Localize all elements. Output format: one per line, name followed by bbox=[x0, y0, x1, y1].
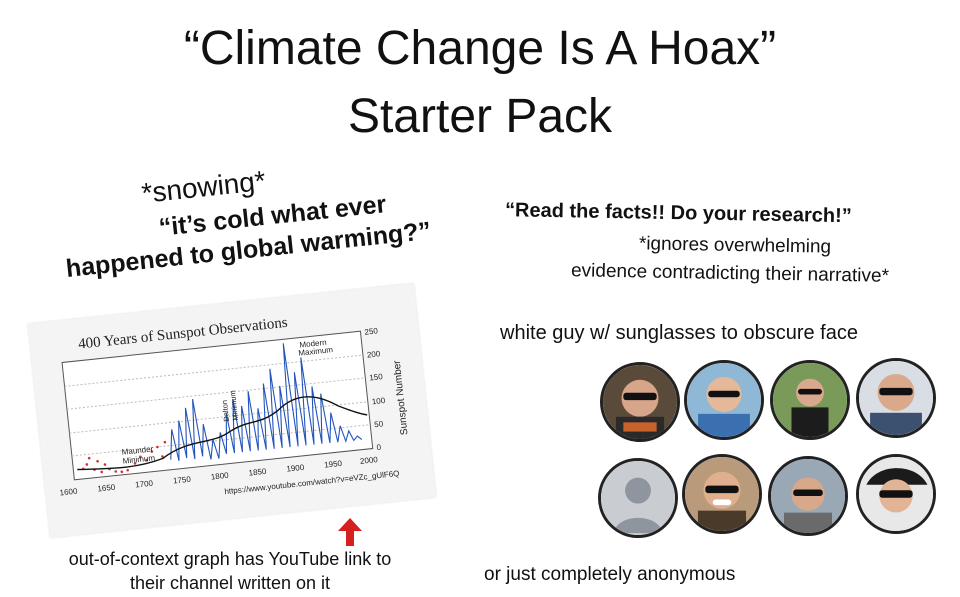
dalton-label-1: Dalton bbox=[220, 400, 231, 423]
svg-text:50: 50 bbox=[374, 419, 384, 429]
avatar-sunglasses-7 bbox=[856, 454, 936, 534]
avatar-sunglasses-4 bbox=[856, 358, 936, 438]
svg-text:150: 150 bbox=[369, 372, 384, 382]
modern-label-1: Modern bbox=[299, 338, 327, 350]
meme-title-line1: “Climate Change Is A Hoax” bbox=[183, 22, 777, 75]
meme-title-line2: Starter Pack bbox=[347, 90, 613, 143]
graph-ylabel: Sunspot Number bbox=[392, 359, 411, 435]
maunder-label-1: Maunder bbox=[121, 444, 154, 456]
svg-text:100: 100 bbox=[371, 396, 386, 406]
svg-text:2000: 2000 bbox=[360, 455, 379, 466]
graph-caption-line1: out-of-context graph has YouTube link to bbox=[68, 549, 392, 569]
avatar-sunglasses-3 bbox=[770, 360, 850, 440]
maunder-label-2: Minimum bbox=[122, 453, 156, 465]
graph-y-ticks: 250 200 150 100 50 0 bbox=[364, 326, 386, 452]
svg-text:1800: 1800 bbox=[210, 471, 229, 482]
svg-text:1900: 1900 bbox=[286, 463, 305, 474]
svg-text:200: 200 bbox=[366, 349, 381, 359]
ignores-line1: *ignores overwhelming bbox=[638, 233, 832, 258]
svg-text:250: 250 bbox=[364, 326, 379, 336]
anonymous-caption: or just completely anonymous bbox=[484, 564, 736, 585]
svg-text:1650: 1650 bbox=[97, 483, 116, 494]
red-up-arrow-icon bbox=[338, 518, 362, 551]
sunspot-graph-svg: 400 Years of Sunspot Observations Maunde… bbox=[59, 315, 411, 498]
sunglasses-caption: white guy w/ sunglasses to obscure face bbox=[500, 322, 858, 344]
graph-frame bbox=[61, 330, 374, 481]
svg-text:0: 0 bbox=[376, 443, 382, 452]
ignores-line2: evidence contradicting their narrative* bbox=[570, 260, 890, 287]
modern-label-2: Maximum bbox=[298, 345, 334, 358]
graph-caption-line2: their channel written on it bbox=[129, 573, 331, 593]
avatar-sunglasses-1 bbox=[600, 362, 680, 442]
graph-x-ticks: 1600 1650 1700 1750 1800 1850 1900 1950 … bbox=[59, 455, 379, 497]
svg-text:1850: 1850 bbox=[248, 467, 267, 478]
avatar-sunglasses-5 bbox=[682, 454, 762, 534]
sunspot-graph: 400 Years of Sunspot Observations Maunde… bbox=[27, 283, 437, 538]
graph-trend-line bbox=[77, 396, 368, 471]
dalton-label-2: Minimum bbox=[228, 390, 240, 421]
svg-text:1600: 1600 bbox=[59, 487, 78, 498]
avatar-sunglasses-6 bbox=[768, 456, 848, 536]
svg-text:1950: 1950 bbox=[324, 459, 343, 470]
svg-text:1750: 1750 bbox=[173, 475, 192, 486]
anonymous-avatar-icon bbox=[598, 458, 678, 538]
avatar-sunglasses-2 bbox=[684, 360, 764, 440]
graph-sunspot-series bbox=[170, 343, 363, 461]
research-quote: “Read the facts!! Do your research!” bbox=[504, 199, 852, 228]
svg-text:1700: 1700 bbox=[135, 479, 154, 490]
